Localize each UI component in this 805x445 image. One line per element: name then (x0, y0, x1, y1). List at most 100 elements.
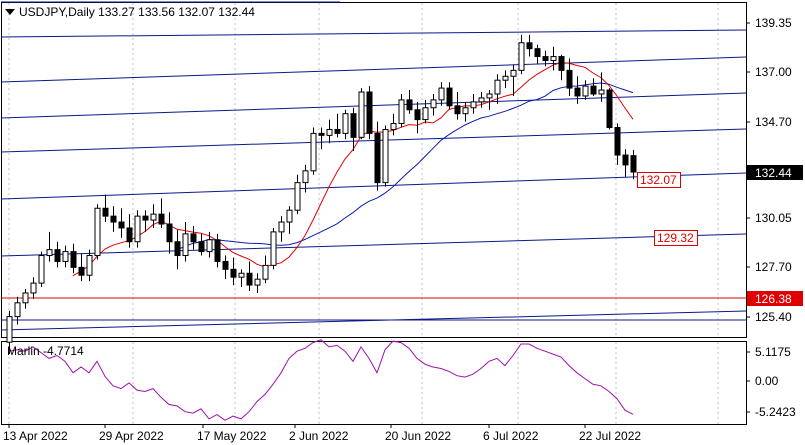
candle-body (22, 292, 29, 304)
candle-body (406, 99, 413, 111)
candle-body (454, 105, 461, 115)
svg-text:132.07: 132.07 (640, 173, 677, 187)
candle-body (542, 56, 549, 61)
candle-body (190, 233, 197, 243)
price-tick-label: 125.40 (755, 310, 792, 324)
trend-lines[interactable] (0, 1, 747, 331)
red-moving-average (72, 61, 634, 277)
candle-body (414, 109, 421, 121)
candle-body (502, 75, 509, 81)
svg-text:129.32: 129.32 (657, 231, 694, 245)
candle-body (374, 132, 381, 184)
candle-body (182, 233, 189, 257)
symbol-header: USDJPY,Daily 133.27 133.56 132.07 132.44 (19, 5, 255, 19)
candle-body (270, 231, 277, 266)
candle-body (70, 251, 77, 268)
trend-line (0, 29, 747, 38)
svg-text:126.38: 126.38 (755, 292, 792, 306)
candle-body (286, 209, 293, 223)
time-tick-label: 6 Jul 2022 (483, 429, 539, 443)
candle-body (470, 101, 477, 109)
candle-body (38, 255, 45, 284)
indicator-label: Marlin -4.7714 (7, 344, 84, 358)
candle-body (606, 89, 613, 128)
time-tick-label: 2 Jun 2022 (289, 429, 349, 443)
candle-body (590, 85, 597, 95)
candle-body (518, 42, 525, 71)
candle-body (342, 113, 349, 134)
time-tick-label: 13 Apr 2022 (3, 429, 68, 443)
candle-body (78, 266, 85, 276)
candle-body (102, 207, 109, 217)
candle-body (6, 316, 13, 343)
triangle-down-icon[interactable] (5, 9, 15, 15)
target-label-129-32: 129.32 (654, 230, 698, 246)
marlin-indicator-line (8, 339, 634, 421)
candle-body (558, 56, 565, 71)
candle-body (334, 128, 341, 134)
candle-body (206, 239, 213, 253)
candle-body (294, 182, 301, 211)
candle-body (126, 227, 133, 243)
candle-body (230, 268, 237, 278)
candle-body (302, 170, 309, 184)
candle-body (134, 215, 141, 243)
main-panel-border (1, 2, 747, 338)
trend-line (0, 172, 747, 200)
level-axis-marker: 126.38 (747, 291, 803, 306)
trend-line (0, 233, 747, 257)
candle-body (614, 126, 621, 156)
candle-body (150, 213, 157, 221)
candle-body (382, 128, 389, 184)
candle-body (478, 97, 485, 103)
time-tick-label: 29 Apr 2022 (99, 429, 164, 443)
indicator-grid (8, 342, 719, 424)
candle-body (358, 91, 365, 138)
candle-body (14, 302, 21, 318)
candle-body (278, 221, 285, 233)
indicator-tick-label: 5.1175 (755, 345, 791, 359)
time-tick-label: 22 Jul 2022 (579, 429, 641, 443)
price-tick-label: 130.05 (755, 211, 792, 225)
time-axis: 13 Apr 2022 29 Apr 2022 17 May 2022 2 Jun 2… (3, 424, 641, 443)
candle-body (574, 87, 581, 97)
candle-body (326, 128, 333, 136)
candle-body (142, 215, 149, 221)
candle-body (246, 272, 253, 286)
candle-body (318, 132, 325, 136)
candle-body (550, 56, 557, 61)
candle-body (174, 241, 181, 257)
candle-body (310, 132, 317, 172)
price-tick-label: 134.70 (755, 115, 792, 129)
candle-body (526, 42, 533, 50)
candle-body (166, 223, 173, 243)
price-axis: 139.35 137.00 134.70 130.05 127.70 125.40 (746, 16, 792, 324)
time-tick-label: 20 Jun 2022 (385, 429, 451, 443)
candle-body (582, 85, 589, 97)
indicator-tick-label: -5.2423 (755, 405, 796, 419)
time-tick-label: 17 May 2022 (197, 429, 267, 443)
indicator-panel-border (1, 341, 747, 425)
candle-body (486, 93, 493, 99)
candle-body (222, 260, 229, 270)
candle-body (622, 154, 629, 166)
candle-body (158, 213, 165, 225)
candle-body (254, 278, 261, 286)
candle-body (630, 155, 637, 173)
candle-body (62, 251, 69, 262)
candle-body (398, 99, 405, 125)
candle-body (262, 264, 269, 280)
candle-body (438, 87, 445, 101)
candle-body (422, 107, 429, 121)
candle-body (366, 91, 373, 134)
candle-body (462, 107, 469, 115)
candle-body (238, 272, 245, 278)
candle-body (118, 221, 125, 229)
trend-line (0, 128, 747, 153)
blue-moving-average (176, 82, 634, 251)
candle-body (54, 249, 61, 262)
indicator-tick-label: 0.00 (755, 374, 779, 388)
candle-body (86, 255, 93, 276)
candle-body (494, 79, 501, 95)
